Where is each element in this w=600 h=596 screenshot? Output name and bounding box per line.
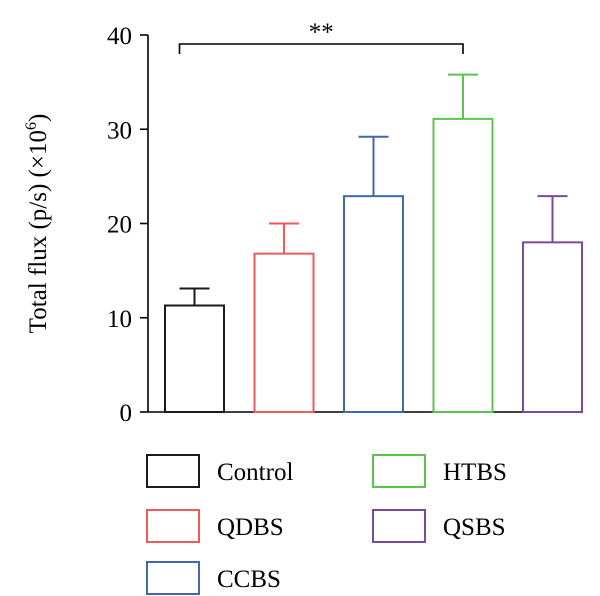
- y-tick-label: 40: [107, 23, 132, 50]
- axes: 0 10 20 30 40: [107, 23, 540, 427]
- legend-label: QSBS: [443, 514, 506, 541]
- legend-label: QDBS: [217, 514, 284, 541]
- legend-swatch: [372, 509, 426, 543]
- bar-htbs: [432, 117, 494, 413]
- legend-swatch: [372, 454, 426, 488]
- y-tick-label: 10: [107, 306, 132, 333]
- bar-ccbs: [343, 195, 404, 413]
- y-tick-label: 30: [107, 117, 132, 144]
- legend: Control QDBS CCBS HTBS QSBS: [146, 454, 507, 595]
- y-axis-label: Total flux (p/s) (×106): [23, 114, 52, 334]
- legend-swatch: [146, 561, 200, 595]
- legend-swatch: [146, 454, 200, 488]
- legend-label: HTBS: [443, 459, 507, 486]
- y-axis-label-close: ): [25, 114, 52, 122]
- legend-item-qsbs: QSBS: [372, 509, 506, 543]
- legend-item-control: Control: [146, 454, 293, 488]
- significance-bracket: **: [178, 19, 464, 54]
- y-ticks: 0 10 20 30 40: [107, 23, 148, 427]
- y-axis-label-exponent: 6: [23, 122, 40, 130]
- legend-item-qdbs: QDBS: [146, 509, 284, 543]
- significance-line: [178, 43, 464, 54]
- bar-qsbs: [522, 241, 583, 413]
- bar-control: [164, 304, 225, 413]
- bar-qdbs: [253, 252, 315, 413]
- error-bars: [179, 73, 568, 306]
- legend-label: CCBS: [217, 566, 281, 593]
- legend-swatch: [146, 509, 200, 543]
- y-tick-label: 0: [120, 400, 133, 427]
- y-axis-label-main: Total flux (p/s) (×10: [25, 130, 52, 333]
- legend-item-htbs: HTBS: [372, 454, 507, 488]
- y-tick-label: 20: [107, 212, 132, 239]
- legend-item-ccbs: CCBS: [146, 561, 281, 595]
- significance-label: **: [309, 19, 334, 46]
- legend-label: Control: [217, 459, 293, 486]
